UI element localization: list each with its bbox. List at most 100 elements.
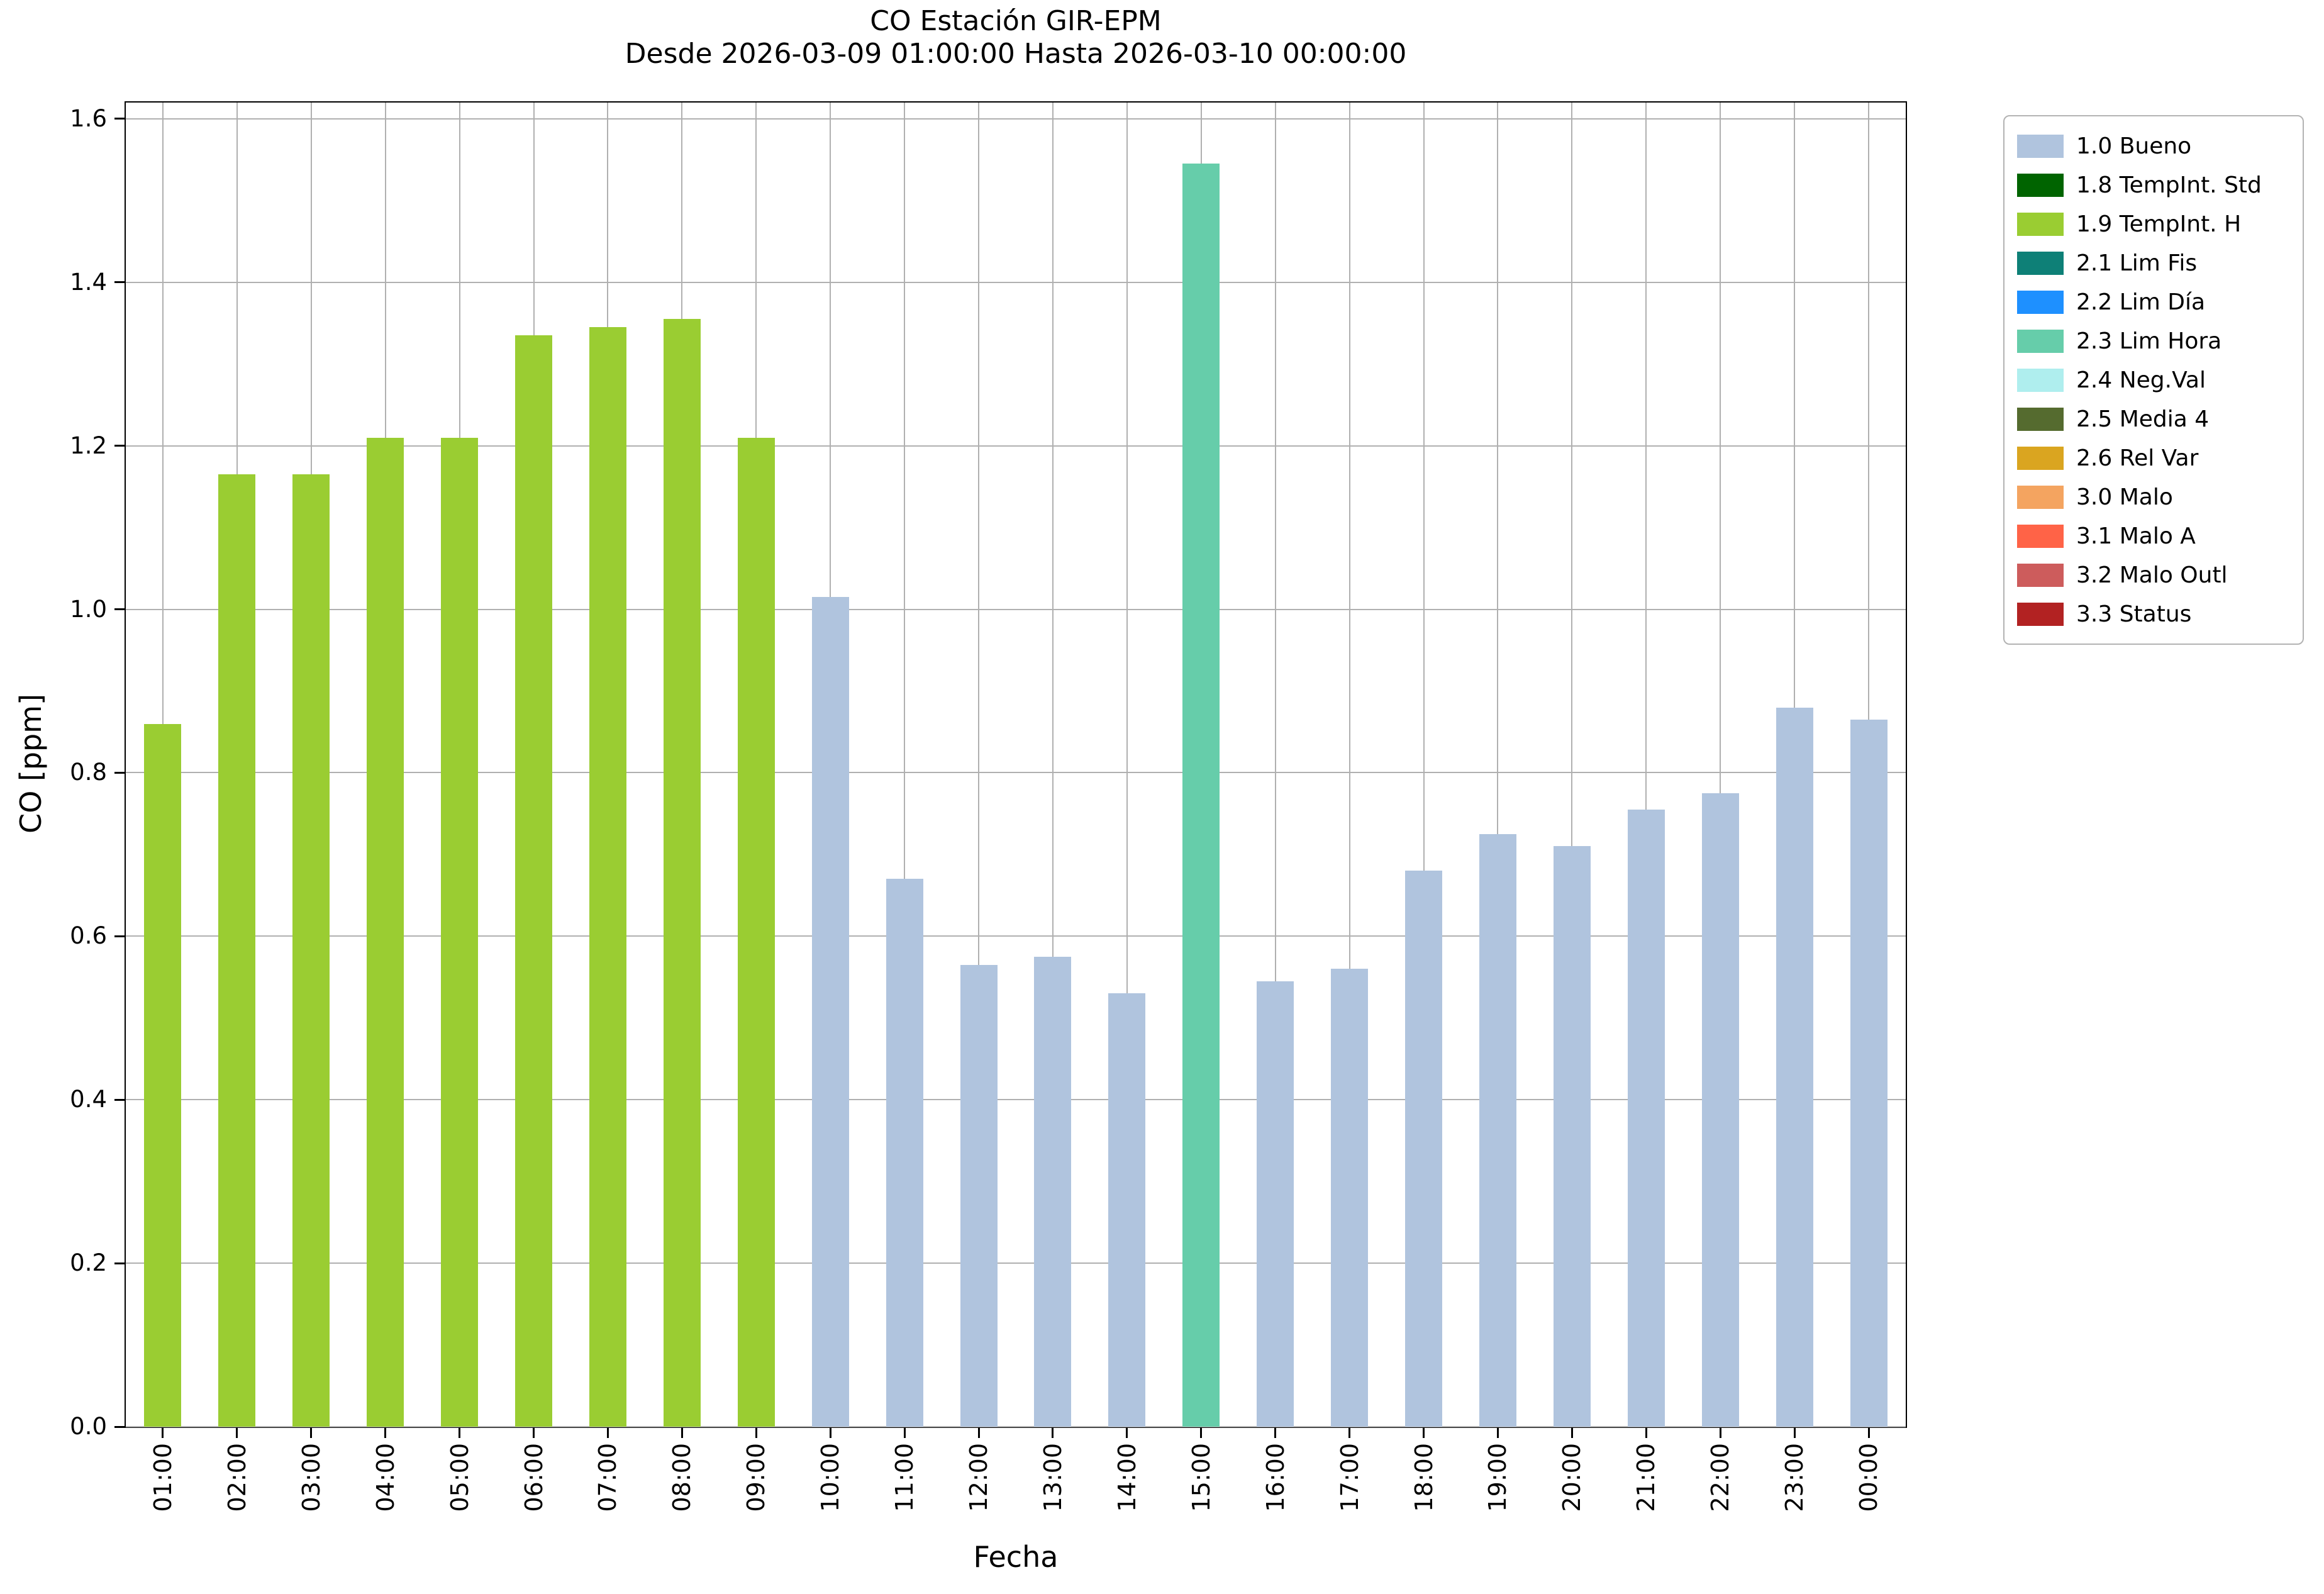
- x-tick-mark: [606, 1428, 609, 1438]
- y-tick-label: 0.2: [70, 1249, 107, 1277]
- v-gridline: [1571, 103, 1573, 1427]
- legend-item-label: 2.4 Neg.Val: [2076, 367, 2206, 393]
- v-gridline: [1497, 103, 1499, 1427]
- x-tick-label: 03:00: [297, 1443, 325, 1512]
- bar: [144, 723, 182, 1427]
- legend-item-label: 3.2 Malo Outl: [2076, 562, 2228, 588]
- bar: [1701, 793, 1739, 1427]
- h-gridline: [126, 118, 1906, 120]
- bar: [1553, 846, 1591, 1427]
- y-tick-mark: [114, 935, 125, 937]
- x-tick-label: 05:00: [445, 1443, 474, 1512]
- legend-item: 2.2 Lim Día: [2017, 282, 2290, 321]
- legend-item-label: 3.3 Status: [2076, 601, 2192, 627]
- x-tick-mark: [1645, 1428, 1647, 1438]
- legend-item: 2.3 Lim Hora: [2017, 321, 2290, 360]
- legend: 1.0 Bueno 1.8 TempInt. Std 1.9 TempInt. H 2…: [2003, 115, 2304, 645]
- legend-item: 2.6 Rel Var: [2017, 438, 2290, 477]
- x-tick-label: 09:00: [742, 1443, 770, 1512]
- x-tick-mark: [1200, 1428, 1203, 1438]
- y-tick-mark: [114, 771, 125, 774]
- h-gridline: [126, 608, 1906, 610]
- legend-item: 1.8 TempInt. Std: [2017, 165, 2290, 204]
- v-gridline: [1645, 103, 1647, 1427]
- bar: [1034, 956, 1072, 1427]
- v-gridline: [1348, 103, 1350, 1427]
- x-tick-label: 02:00: [223, 1443, 251, 1512]
- x-tick-mark: [310, 1428, 313, 1438]
- x-tick-label: 13:00: [1038, 1443, 1067, 1512]
- y-tick-mark: [114, 118, 125, 120]
- bar: [441, 437, 479, 1427]
- bar: [1627, 809, 1665, 1427]
- y-tick-label: 0.4: [70, 1086, 107, 1113]
- bar: [1776, 707, 1813, 1427]
- x-tick-mark: [1793, 1428, 1796, 1438]
- legend-item-label: 3.0 Malo: [2076, 484, 2173, 510]
- x-tick-label: 10:00: [816, 1443, 845, 1512]
- y-tick-label: 1.4: [70, 268, 107, 296]
- x-tick-mark: [162, 1428, 164, 1438]
- bar: [1182, 164, 1220, 1427]
- legend-swatch: [2017, 212, 2064, 236]
- legend-item: 2.4 Neg.Val: [2017, 360, 2290, 399]
- y-tick-mark: [114, 281, 125, 284]
- x-tick-mark: [681, 1428, 683, 1438]
- y-tick-label: 0.6: [70, 922, 107, 950]
- x-tick-mark: [1052, 1428, 1054, 1438]
- x-tick-mark: [533, 1428, 535, 1438]
- legend-swatch: [2017, 446, 2064, 470]
- x-tick-label: 18:00: [1409, 1443, 1438, 1512]
- x-tick-mark: [459, 1428, 461, 1438]
- h-gridline: [126, 1099, 1906, 1101]
- legend-item: 2.1 Lim Fis: [2017, 243, 2290, 282]
- legend-swatch: [2017, 134, 2064, 158]
- y-tick-label: 0.0: [70, 1413, 107, 1440]
- bar: [218, 474, 256, 1427]
- y-tick-label: 1.2: [70, 432, 107, 459]
- legend-item: 2.5 Media 4: [2017, 399, 2290, 438]
- h-gridline: [126, 935, 1906, 937]
- y-tick-mark: [114, 1098, 125, 1101]
- x-tick-label: 15:00: [1187, 1443, 1215, 1512]
- x-tick-label: 16:00: [1261, 1443, 1289, 1512]
- plot-area: [125, 101, 1907, 1428]
- bar: [663, 319, 701, 1427]
- x-tick-mark: [1571, 1428, 1573, 1438]
- y-tick-mark: [114, 1425, 125, 1428]
- x-tick-label: 14:00: [1113, 1443, 1141, 1512]
- legend-swatch: [2017, 173, 2064, 197]
- legend-item-label: 2.2 Lim Día: [2076, 289, 2206, 315]
- h-gridline: [126, 1262, 1906, 1264]
- x-tick-label: 08:00: [668, 1443, 696, 1512]
- legend-item: 1.9 TempInt. H: [2017, 204, 2290, 243]
- h-gridline: [126, 445, 1906, 447]
- x-tick-label: 06:00: [520, 1443, 548, 1512]
- h-gridline: [126, 1426, 1906, 1427]
- x-tick-mark: [1126, 1428, 1128, 1438]
- bar: [1405, 871, 1443, 1427]
- legend-swatch: [2017, 485, 2064, 509]
- v-gridline: [1126, 103, 1128, 1427]
- x-tick-mark: [1867, 1428, 1870, 1438]
- x-axis-label: Fecha: [973, 1540, 1059, 1574]
- legend-swatch: [2017, 524, 2064, 548]
- y-tick-mark: [114, 445, 125, 447]
- x-tick-mark: [236, 1428, 238, 1438]
- x-tick-label: 07:00: [594, 1443, 622, 1512]
- legend-item-label: 1.9 TempInt. H: [2076, 211, 2242, 237]
- x-tick-mark: [1348, 1428, 1351, 1438]
- x-tick-label: 00:00: [1855, 1443, 1883, 1512]
- h-gridline: [126, 281, 1906, 283]
- bar: [1479, 833, 1516, 1427]
- bar: [589, 327, 626, 1427]
- x-tick-label: 21:00: [1632, 1443, 1660, 1512]
- legend-swatch: [2017, 602, 2064, 626]
- legend-swatch: [2017, 290, 2064, 314]
- bar: [886, 879, 923, 1427]
- legend-item-label: 2.1 Lim Fis: [2076, 250, 2198, 276]
- chart-title: CO Estación GIR-EPM: [870, 5, 1162, 37]
- x-tick-label: 20:00: [1558, 1443, 1586, 1512]
- bar: [1850, 720, 1888, 1427]
